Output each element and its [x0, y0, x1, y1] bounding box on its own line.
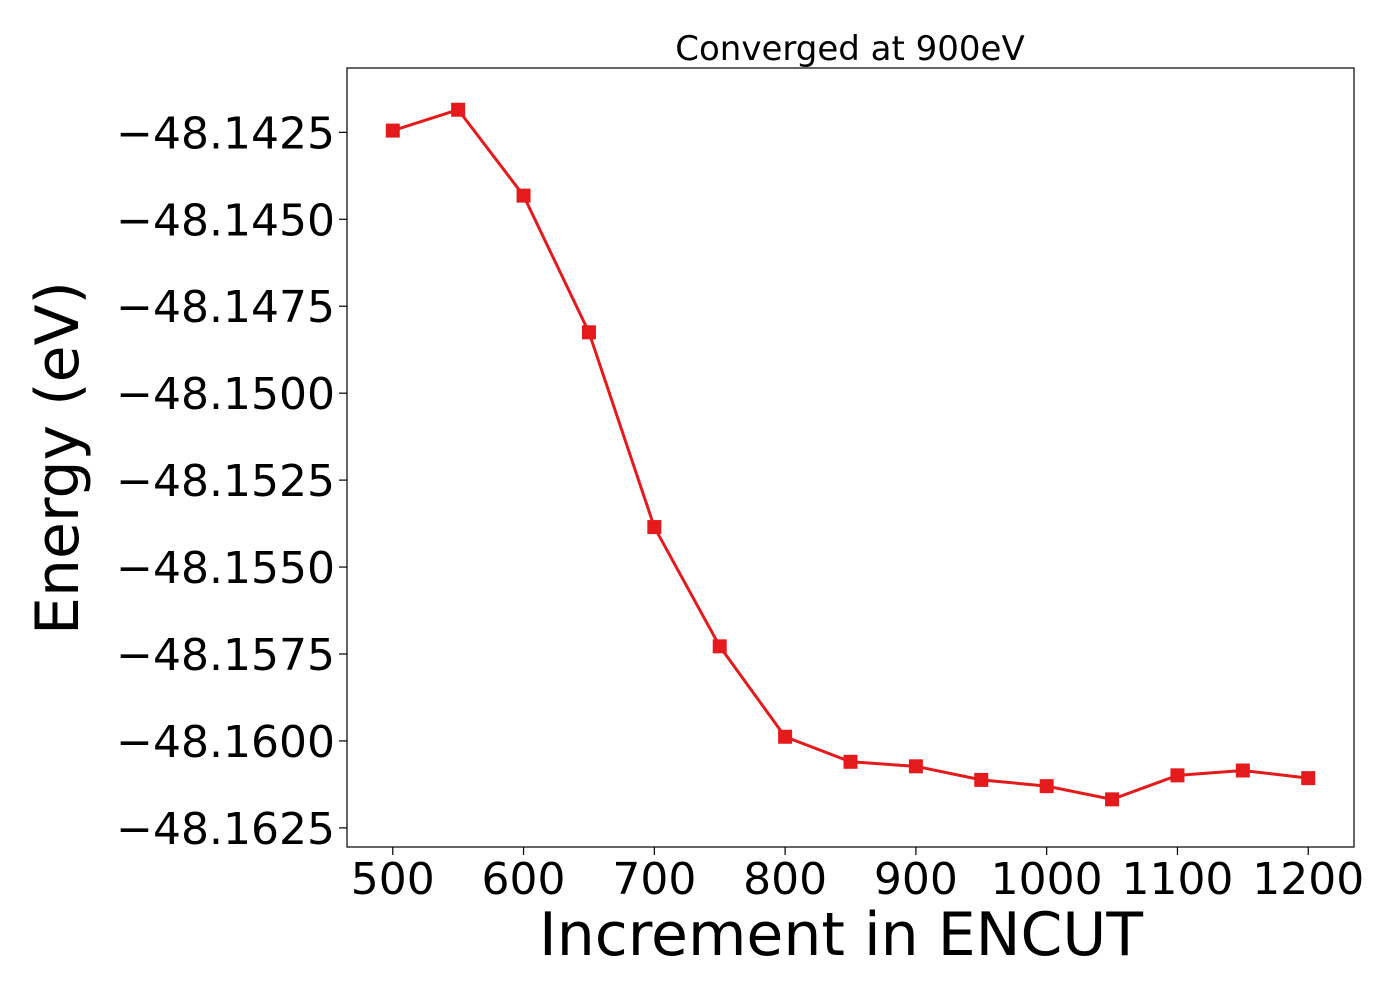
x-tick-label: 600: [482, 854, 566, 905]
y-tick-label: −48.1575: [116, 630, 335, 681]
y-tick-label: −48.1625: [116, 804, 335, 855]
data-point: [385, 123, 400, 138]
data-point: [1235, 763, 1250, 778]
data-point: [1301, 771, 1316, 786]
data-point: [1170, 768, 1185, 783]
data-point: [1105, 792, 1120, 807]
text-layer: Converged at 900eV Increment in ENCUT En…: [23, 29, 1143, 970]
data-point: [647, 520, 662, 535]
x-tick-label: 500: [351, 854, 435, 905]
y-tick-label: −48.1450: [116, 195, 335, 246]
y-tick-label: −48.1550: [116, 543, 335, 594]
y-tick-label: −48.1500: [116, 369, 335, 420]
x-tick-label: 1000: [991, 854, 1103, 905]
x-tick-label: 1100: [1121, 854, 1233, 905]
data-point: [778, 729, 793, 744]
series-line: [392, 108, 1309, 801]
x-tick-label: 1200: [1252, 854, 1364, 905]
data-point: [581, 325, 596, 340]
data-point: [712, 639, 727, 654]
axes-layer: 500 600 700 800 900 1000 1100 1200 −48.1425 −48.1…: [116, 67, 1364, 905]
x-tick-label: 700: [612, 854, 696, 905]
data-point: [451, 102, 466, 117]
x-axis-title: Increment in ENCUT: [539, 900, 1143, 970]
data-point: [516, 188, 531, 203]
chart-title: Converged at 900eV: [675, 29, 1024, 69]
y-tick-label: −48.1475: [116, 282, 335, 333]
data-point: [843, 754, 858, 769]
data-point: [908, 759, 923, 774]
x-tick-label: 900: [874, 854, 958, 905]
y-tick-label: −48.1525: [116, 456, 335, 507]
data-point: [1039, 779, 1054, 794]
data-point: [974, 772, 989, 787]
plot-frame: [346, 67, 1355, 848]
y-tick-label: −48.1600: [116, 717, 335, 768]
y-axis-title: Energy (eV): [23, 281, 93, 635]
y-tick-label: −48.1425: [116, 108, 335, 159]
x-tick-label: 800: [743, 854, 827, 905]
series-layer: [385, 102, 1316, 807]
